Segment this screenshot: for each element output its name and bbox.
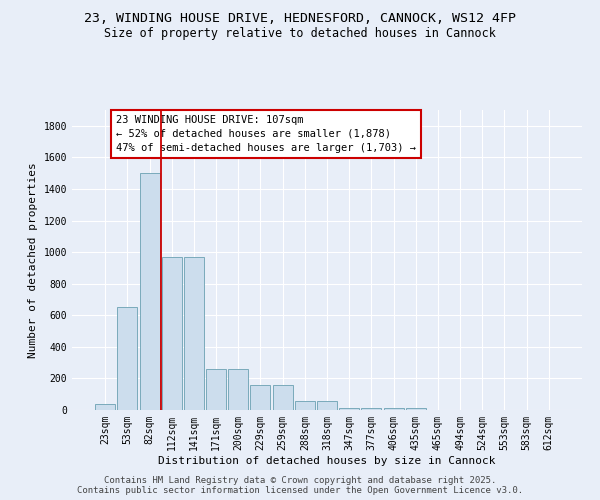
Bar <box>383 408 404 410</box>
Bar <box>140 173 160 410</box>
Bar <box>206 369 226 410</box>
Text: Contains HM Land Registry data © Crown copyright and database right 2025.
Contai: Contains HM Land Registry data © Crown c… <box>77 476 523 495</box>
Bar <box>162 257 182 410</box>
Bar <box>118 308 137 410</box>
Bar <box>339 408 359 410</box>
Bar <box>272 384 293 410</box>
Bar <box>361 408 382 410</box>
Bar <box>184 257 204 410</box>
Bar <box>317 400 337 410</box>
Text: 23 WINDING HOUSE DRIVE: 107sqm
← 52% of detached houses are smaller (1,878)
47% : 23 WINDING HOUSE DRIVE: 107sqm ← 52% of … <box>116 114 416 152</box>
Bar <box>295 400 315 410</box>
Text: 23, WINDING HOUSE DRIVE, HEDNESFORD, CANNOCK, WS12 4FP: 23, WINDING HOUSE DRIVE, HEDNESFORD, CAN… <box>84 12 516 26</box>
Bar <box>95 404 115 410</box>
X-axis label: Distribution of detached houses by size in Cannock: Distribution of detached houses by size … <box>158 456 496 466</box>
Bar <box>406 408 426 410</box>
Bar <box>250 384 271 410</box>
Text: Size of property relative to detached houses in Cannock: Size of property relative to detached ho… <box>104 28 496 40</box>
Bar <box>228 369 248 410</box>
Y-axis label: Number of detached properties: Number of detached properties <box>28 162 38 358</box>
